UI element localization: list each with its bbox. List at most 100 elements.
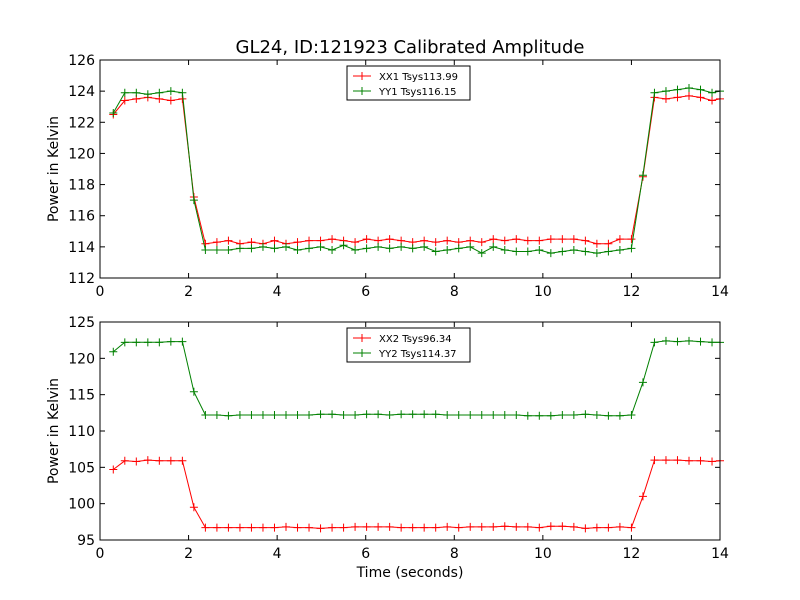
data-point-marker	[650, 88, 659, 97]
data-point-marker	[201, 523, 210, 532]
data-point-marker	[477, 238, 486, 247]
y-tick-label: 114	[68, 240, 95, 256]
y-tick-label: 125	[68, 315, 95, 331]
data-point-marker	[351, 522, 360, 531]
plot-frame	[99, 59, 721, 279]
data-point-marker	[546, 522, 555, 531]
data-point-marker	[408, 244, 417, 253]
y-tick-label: 118	[68, 178, 95, 194]
data-point-marker	[627, 523, 636, 532]
data-point-marker	[155, 456, 164, 465]
data-point-marker	[673, 93, 682, 102]
data-point-marker	[178, 337, 187, 346]
data-point-marker	[362, 522, 371, 531]
data-point-marker	[546, 411, 555, 420]
data-point-marker	[328, 523, 337, 532]
data-point-marker	[615, 522, 624, 531]
data-point-marker	[489, 411, 498, 420]
data-point-marker	[270, 244, 279, 253]
data-point-marker	[685, 91, 693, 100]
data-point-marker	[132, 457, 141, 466]
data-point-marker	[178, 88, 187, 97]
data-point-marker	[523, 411, 532, 420]
data-point-marker	[569, 411, 578, 420]
data-point-marker	[581, 410, 590, 419]
data-point-marker	[685, 84, 693, 93]
data-point-marker	[120, 96, 129, 105]
data-point-marker	[212, 245, 221, 254]
data-point-marker	[166, 87, 175, 96]
data-point-marker	[569, 235, 578, 244]
x-tick-label: 0	[96, 546, 105, 562]
data-point-marker	[696, 85, 705, 94]
data-point-marker	[293, 523, 302, 532]
data-point-marker	[120, 88, 129, 97]
data-point-marker	[604, 411, 613, 420]
data-point-marker	[696, 93, 705, 102]
legend-label: XX1 Tsys113.99	[379, 72, 458, 83]
data-point-marker	[143, 90, 152, 99]
data-point-marker	[212, 411, 221, 420]
data-point-marker	[512, 411, 521, 420]
data-point-marker	[316, 524, 325, 533]
data-point-marker	[500, 522, 509, 531]
data-point-marker	[178, 456, 187, 465]
y-tick-label: 112	[68, 271, 95, 287]
data-point-marker	[466, 411, 475, 420]
data-point-marker	[132, 338, 141, 347]
legend-marker	[358, 87, 366, 95]
data-point-marker	[696, 456, 705, 465]
data-point-marker	[454, 244, 463, 253]
data-point-marker	[189, 196, 198, 205]
data-point-marker	[339, 411, 348, 420]
data-point-marker	[627, 411, 636, 420]
data-point-marker	[374, 242, 383, 251]
x-tick-label: 4	[273, 284, 282, 300]
x-tick-label: 2	[184, 546, 193, 562]
data-point-marker	[523, 236, 532, 245]
data-point-marker	[627, 244, 636, 253]
data-point-marker	[477, 411, 486, 420]
y-tick-label: 126	[68, 53, 95, 69]
data-point-marker	[523, 522, 532, 531]
data-point-marker	[224, 245, 233, 254]
bottom-subplot: 0 2 4 6 8 10 12 14 95 100 105 110 115 120 125 Power in …	[46, 315, 729, 581]
data-point-marker	[385, 235, 394, 244]
data-point-marker	[431, 238, 440, 247]
data-point-marker	[235, 244, 244, 253]
data-point-marker	[235, 411, 244, 420]
data-point-marker	[120, 338, 129, 347]
data-point-marker	[305, 244, 314, 253]
data-point-marker	[661, 87, 670, 96]
data-point-marker	[696, 337, 705, 346]
data-point-marker	[454, 523, 463, 532]
data-point-marker	[374, 410, 383, 419]
data-point-marker	[592, 249, 601, 258]
data-point-marker	[627, 235, 636, 244]
x-tick-label: 8	[450, 546, 459, 562]
data-point-marker	[454, 411, 463, 420]
data-point-marker	[385, 244, 394, 253]
data-point-marker	[282, 242, 290, 251]
x-tick-label: 6	[361, 284, 370, 300]
data-point-marker	[362, 244, 371, 253]
data-point-marker	[270, 236, 279, 245]
data-point-marker	[489, 242, 498, 251]
data-point-marker	[443, 411, 452, 420]
data-point-marker	[650, 456, 659, 465]
data-point-marker	[201, 245, 210, 254]
data-point-marker	[592, 523, 601, 532]
data-point-marker	[189, 387, 198, 396]
data-point-marker	[385, 522, 394, 531]
data-point-marker	[431, 410, 440, 419]
data-point-marker	[569, 522, 578, 531]
figure-title: GL24, ID:121923 Calibrated Amplitude	[236, 37, 585, 58]
data-point-marker	[535, 523, 544, 532]
data-point-marker	[546, 249, 555, 258]
data-point-marker	[120, 456, 129, 465]
data-point-marker	[224, 411, 233, 420]
data-point-marker	[535, 411, 544, 420]
data-point-marker	[489, 522, 498, 531]
data-point-marker	[443, 236, 452, 245]
